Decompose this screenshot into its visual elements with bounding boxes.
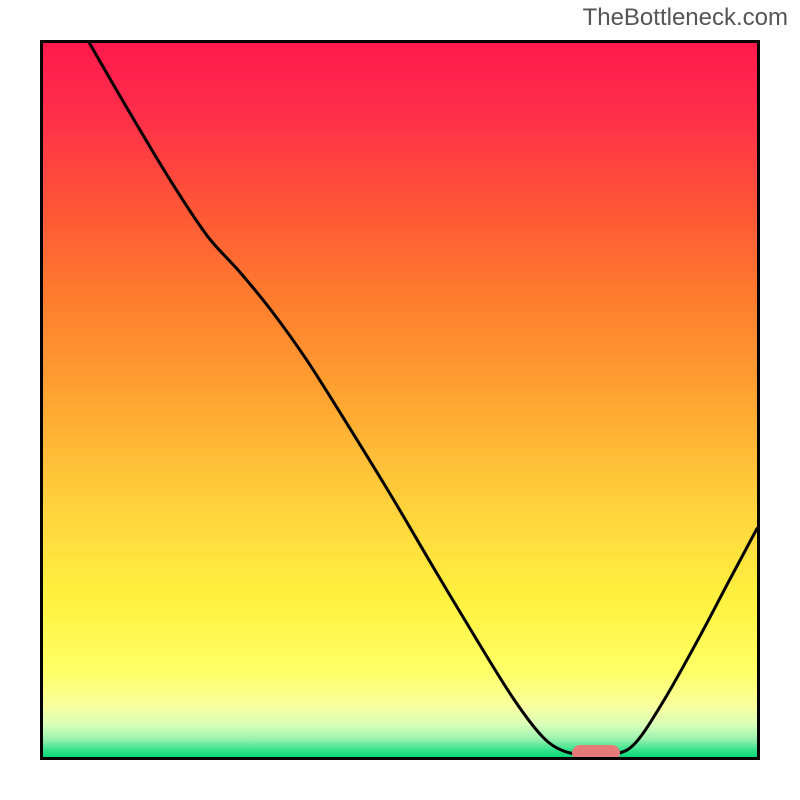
watermark-text: TheBottleneck.com	[583, 4, 788, 32]
chart-plot-area	[40, 40, 760, 760]
optimal-marker	[572, 745, 620, 760]
chart-gradient-background	[43, 43, 757, 757]
bottleneck-chart-container: TheBottleneck.com	[0, 0, 800, 800]
